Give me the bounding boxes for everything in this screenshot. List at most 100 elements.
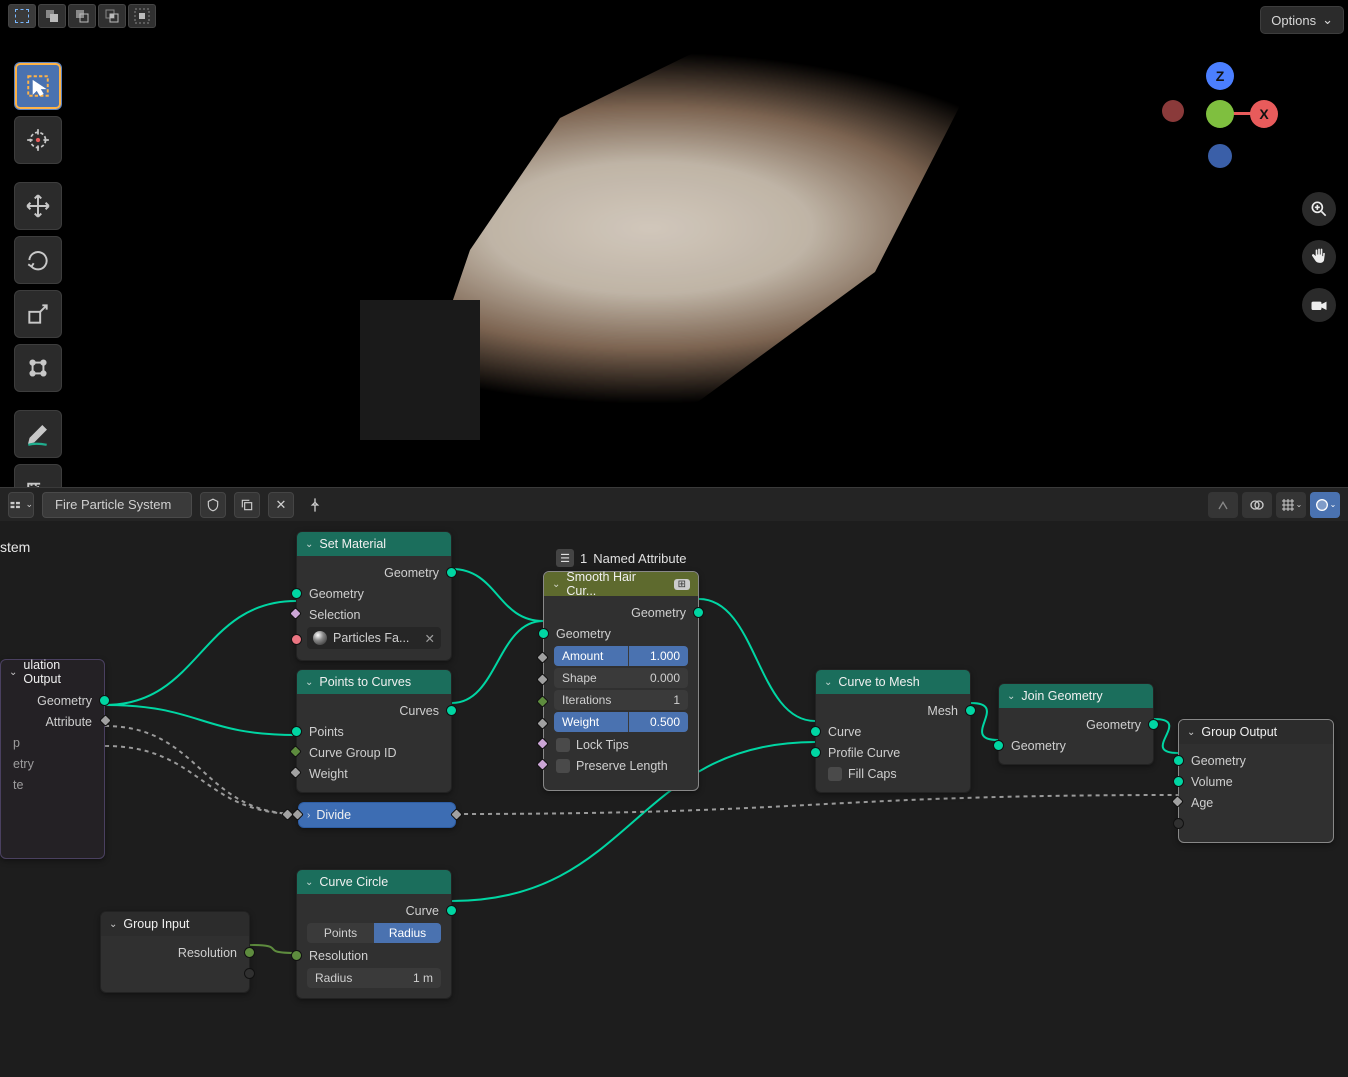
- output-socket[interactable]: [244, 968, 255, 979]
- node-header[interactable]: ⌄Set Material: [297, 532, 451, 556]
- select-mode-subtract[interactable]: [68, 4, 96, 28]
- node-header[interactable]: ›Divide: [299, 803, 455, 827]
- input-socket[interactable]: [291, 588, 302, 599]
- checkbox[interactable]: [828, 767, 842, 781]
- nodetree-name-field[interactable]: Fire Particle System: [42, 492, 192, 518]
- node-sim_output[interactable]: ⌄ulation OutputGeometryAttributepetryte: [0, 659, 105, 859]
- node-header[interactable]: ⌄Group Output: [1179, 720, 1333, 744]
- fake-user-button[interactable]: [200, 492, 226, 518]
- output-socket[interactable]: [244, 947, 255, 958]
- select-mode-set[interactable]: [8, 4, 36, 28]
- node-join_geometry[interactable]: ⌄Join GeometryGeometryGeometry: [998, 683, 1154, 765]
- input-socket[interactable]: [1173, 755, 1184, 766]
- node-group_input[interactable]: ⌄Group InputResolution: [100, 911, 250, 993]
- node-options-icon[interactable]: ⊞: [674, 579, 690, 590]
- toggle-points[interactable]: Points: [307, 923, 374, 943]
- property-socket[interactable]: [536, 651, 549, 664]
- output-socket[interactable]: [1148, 719, 1159, 730]
- checkbox[interactable]: [556, 759, 570, 773]
- zoom-button[interactable]: [1302, 192, 1336, 226]
- select-mode-intersect[interactable]: [98, 4, 126, 28]
- output-socket[interactable]: [99, 714, 112, 727]
- input-socket[interactable]: [1173, 776, 1184, 787]
- clear-material-icon[interactable]: ✕: [425, 631, 435, 646]
- navigation-gizmo[interactable]: Z X: [1150, 62, 1270, 182]
- annotate-tool[interactable]: [14, 410, 62, 458]
- node-header[interactable]: ⌄Points to Curves: [297, 670, 451, 694]
- unlink-button[interactable]: ✕: [268, 492, 294, 518]
- toggle-radius[interactable]: Radius: [374, 923, 441, 943]
- move-tool[interactable]: [14, 182, 62, 230]
- property-iterations[interactable]: Iterations1: [554, 690, 688, 710]
- cursor-tool[interactable]: [14, 116, 62, 164]
- node-header[interactable]: ⌄Group Input: [101, 912, 249, 936]
- select-mode-extend[interactable]: [38, 4, 66, 28]
- input-socket[interactable]: [536, 737, 549, 750]
- checkbox[interactable]: [556, 738, 570, 752]
- property-socket[interactable]: [536, 717, 549, 730]
- property-amount[interactable]: Amount1.000: [554, 646, 688, 666]
- input-socket[interactable]: [291, 726, 302, 737]
- output-socket[interactable]: [446, 705, 457, 716]
- transform-tool[interactable]: [14, 344, 62, 392]
- input-socket[interactable]: [289, 766, 302, 779]
- node-header[interactable]: ⌄Curve to Mesh: [816, 670, 970, 694]
- pan-button[interactable]: [1302, 240, 1336, 274]
- property-socket[interactable]: [536, 673, 549, 686]
- viewport-options-dropdown[interactable]: Options ⌄: [1260, 6, 1344, 34]
- input-socket[interactable]: [536, 758, 549, 771]
- node-set_material[interactable]: ⌄Set MaterialGeometryGeometrySelectionPa…: [296, 531, 452, 661]
- input-socket[interactable]: [993, 740, 1004, 751]
- scale-tool[interactable]: [14, 290, 62, 338]
- property-socket[interactable]: [536, 695, 549, 708]
- overlay-toggle[interactable]: [1242, 492, 1272, 518]
- input-socket[interactable]: [1173, 818, 1184, 829]
- input-socket[interactable]: [291, 950, 302, 961]
- gizmo-y-axis[interactable]: [1206, 100, 1234, 128]
- pin-button[interactable]: [302, 492, 328, 518]
- gizmo-x-axis[interactable]: X: [1250, 100, 1278, 128]
- input-socket[interactable]: [289, 745, 302, 758]
- node-header[interactable]: ⌄Curve Circle: [297, 870, 451, 894]
- snap-dropdown[interactable]: ⌄: [1276, 492, 1306, 518]
- node-header[interactable]: ⌄ulation Output: [1, 660, 104, 684]
- node-curve_to_mesh[interactable]: ⌄Curve to MeshMeshCurveProfile CurveFill…: [815, 669, 971, 793]
- select-tool[interactable]: [14, 62, 62, 110]
- node-smooth_hair[interactable]: ⌄Smooth Hair Cur...⊞GeometryGeometryAmou…: [543, 571, 699, 791]
- property-weight[interactable]: Weight0.500: [554, 712, 688, 732]
- node-group_output[interactable]: ⌄Group OutputGeometryVolumeAge: [1178, 719, 1334, 843]
- gizmo-neg-x-axis[interactable]: [1162, 100, 1184, 122]
- viewport-3d[interactable]: Options ⌄ Z X: [0, 0, 1348, 487]
- output-socket[interactable]: [965, 705, 976, 716]
- node-divide[interactable]: ›Divide: [298, 802, 456, 828]
- output-socket[interactable]: [446, 905, 457, 916]
- gizmo-neg-z-axis[interactable]: [1208, 144, 1232, 168]
- input-socket[interactable]: [810, 726, 821, 737]
- input-socket[interactable]: [1171, 795, 1184, 808]
- input-socket[interactable]: [289, 607, 302, 620]
- node-header[interactable]: ⌄Smooth Hair Cur...⊞: [544, 572, 698, 596]
- socket-in-2[interactable]: [281, 808, 294, 821]
- duplicate-button[interactable]: [234, 492, 260, 518]
- node-curve_circle[interactable]: ⌄Curve CircleCurvePointsRadiusResolution…: [296, 869, 452, 999]
- input-socket[interactable]: [538, 628, 549, 639]
- select-mode-invert[interactable]: [128, 4, 156, 28]
- node-points_to_curves[interactable]: ⌄Points to CurvesCurvesPointsCurve Group…: [296, 669, 452, 793]
- camera-view-button[interactable]: [1302, 288, 1336, 322]
- shading-dropdown[interactable]: ⌄: [1310, 492, 1340, 518]
- rotate-tool[interactable]: [14, 236, 62, 284]
- material-chip[interactable]: Particles Fa...✕: [307, 627, 441, 649]
- parent-nodetree-button[interactable]: [1208, 492, 1238, 518]
- output-socket[interactable]: [693, 607, 704, 618]
- node-header[interactable]: ⌄Join Geometry: [999, 684, 1153, 708]
- input-socket[interactable]: [810, 747, 821, 758]
- property-radius[interactable]: Radius1 m: [307, 968, 441, 988]
- socket-label: Selection: [309, 608, 360, 622]
- output-socket[interactable]: [446, 567, 457, 578]
- node-editor-canvas[interactable]: stem ☰ 1 Named Attribute ⌄ulation Output…: [0, 521, 1348, 1077]
- gizmo-z-axis[interactable]: Z: [1206, 62, 1234, 90]
- output-socket[interactable]: [99, 695, 110, 706]
- editor-type-dropdown[interactable]: ⌄: [8, 492, 34, 518]
- material-socket[interactable]: [291, 634, 302, 645]
- property-shape[interactable]: Shape0.000: [554, 668, 688, 688]
